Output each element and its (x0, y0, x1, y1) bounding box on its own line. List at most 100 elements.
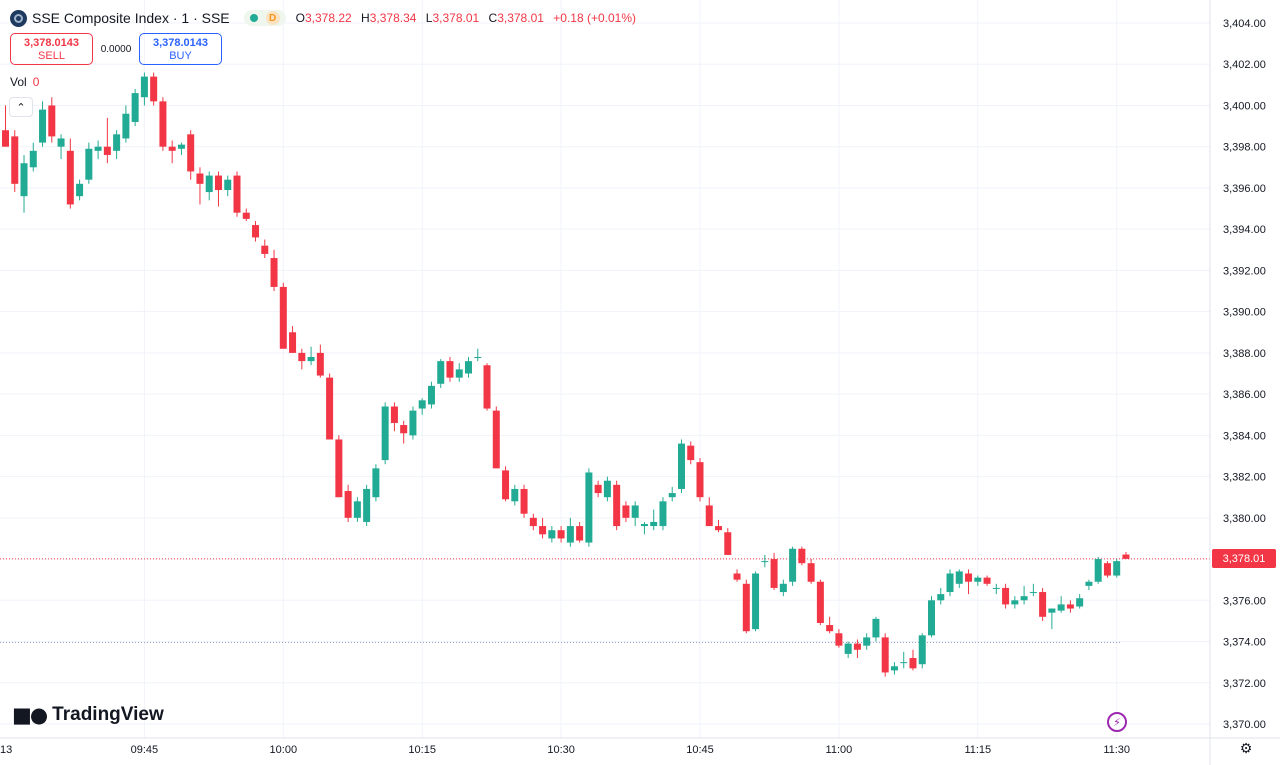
candle (177, 142, 185, 155)
candle-body (465, 361, 472, 374)
y-tick-label: 3,400.00 (1223, 100, 1266, 112)
buy-label: BUY (169, 50, 192, 62)
candle (826, 616, 834, 634)
tradingview-logo-text: TradingView (52, 704, 164, 725)
candle (974, 575, 982, 586)
tradingview-logo[interactable]: ■● TradingView (12, 703, 164, 727)
y-tick-label: 3,404.00 (1223, 18, 1266, 30)
candle-body (548, 530, 556, 539)
candle-body (474, 357, 482, 359)
candle (279, 282, 287, 349)
y-tick-label: 3,370.00 (1223, 719, 1266, 731)
candle (270, 249, 278, 292)
candle (529, 513, 537, 531)
candle (779, 579, 787, 597)
candle (502, 466, 510, 502)
candle (205, 171, 213, 201)
candle-body (770, 559, 778, 588)
candle (844, 641, 852, 659)
candle-body (1085, 581, 1093, 586)
candle (789, 546, 797, 586)
open-key: O (295, 11, 305, 25)
candle (326, 373, 334, 440)
candle-body (687, 445, 695, 461)
candle (400, 420, 408, 444)
candle-body (289, 332, 297, 353)
sell-button[interactable]: 3,378.0143 SELL (10, 33, 93, 65)
candle-body (409, 410, 417, 436)
candle (140, 72, 148, 106)
candle-body (381, 406, 389, 461)
candle-body (39, 109, 47, 143)
candle-body (650, 521, 658, 527)
candle-body (863, 637, 871, 646)
y-tick-label: 3,376.00 (1223, 595, 1266, 607)
candle-body (344, 491, 352, 518)
candle-body (826, 625, 834, 632)
candle (539, 517, 547, 539)
candle-body (418, 400, 426, 409)
spread-value: 0.0000 (100, 43, 132, 55)
candle-body (872, 618, 880, 638)
candle-body (261, 245, 269, 254)
candle (585, 468, 593, 547)
candle-body (437, 361, 445, 384)
candle (965, 569, 973, 595)
candle (1039, 587, 1047, 621)
candle (242, 208, 250, 221)
candle-body (400, 425, 408, 434)
y-tick-label: 3,374.00 (1223, 637, 1266, 649)
candle (640, 521, 648, 535)
candle (94, 140, 102, 160)
high-key: H (361, 11, 370, 25)
candle-body (1002, 587, 1010, 605)
gear-icon[interactable]: ⚙ (1239, 739, 1253, 756)
volume-legend[interactable]: Vol 0 (10, 75, 39, 89)
y-tick-label: 3,394.00 (1223, 224, 1266, 236)
candle (335, 435, 343, 498)
close-key: C (488, 11, 498, 25)
candle (214, 171, 222, 207)
candle (1048, 608, 1056, 630)
candle (344, 484, 352, 522)
candle-body (224, 179, 232, 191)
candle-body (909, 658, 917, 669)
candle (483, 363, 491, 411)
candle-body (177, 144, 185, 149)
candle (261, 239, 269, 259)
y-tick-label: 3,390.00 (1223, 307, 1266, 319)
candle (631, 501, 639, 527)
candle (307, 346, 315, 366)
lightning-icon[interactable]: ⚡ (1107, 712, 1127, 732)
candle (122, 105, 130, 143)
candle-body (279, 286, 287, 349)
candle (853, 639, 861, 659)
buy-button[interactable]: 3,378.0143 BUY (139, 33, 222, 65)
candle (168, 140, 176, 164)
candle-body (1066, 604, 1074, 609)
candle-body (150, 76, 158, 102)
candle (372, 464, 380, 502)
candle-body (594, 484, 602, 494)
symbol-title[interactable]: SSE Composite Index · 1 · SSE (32, 10, 230, 26)
candle-body (1094, 559, 1102, 582)
x-tick-label: 13 (0, 744, 12, 756)
candle (872, 616, 880, 642)
candle (298, 348, 306, 370)
candle-body (761, 561, 769, 563)
candle-body (752, 573, 760, 630)
candle (103, 117, 111, 164)
candle (761, 554, 769, 568)
candle-body (159, 101, 167, 147)
candle-body (659, 501, 667, 527)
candle (576, 521, 584, 543)
market-status[interactable]: D (243, 10, 286, 26)
candle-body (733, 573, 741, 580)
collapse-legend-button[interactable]: ⌃ (9, 97, 33, 117)
candle-body (335, 439, 343, 498)
candle-body (363, 488, 371, 522)
candle-body (816, 581, 824, 623)
candle-body (233, 175, 241, 213)
candle (1076, 594, 1084, 609)
